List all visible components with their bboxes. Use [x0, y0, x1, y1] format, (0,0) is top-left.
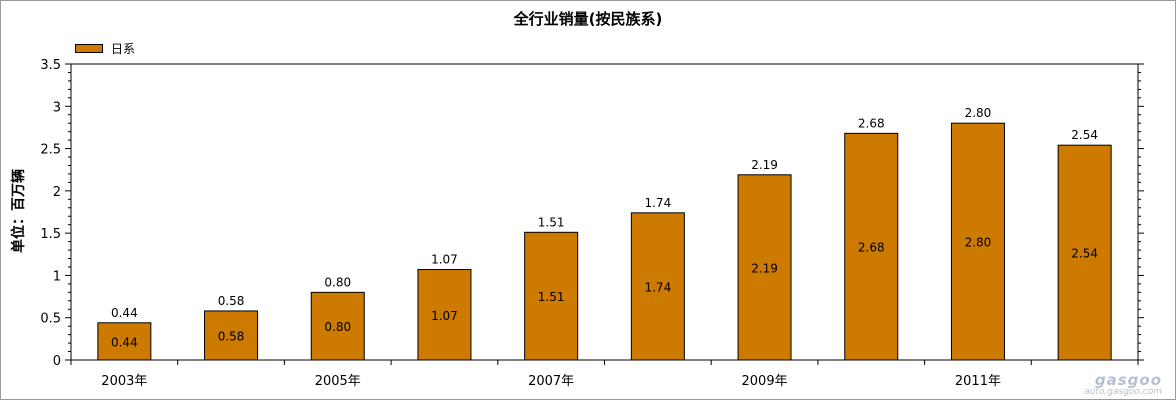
- legend-label: 日系: [111, 42, 136, 56]
- bar: [204, 310, 259, 361]
- y-tick-label: 0.5: [40, 312, 61, 327]
- bar-top-label: 1.07: [431, 253, 458, 267]
- x-tick-label: 2003年: [101, 374, 147, 389]
- y-tick-label: 1: [53, 269, 61, 284]
- watermark-url: auto.gasgoo.com: [1084, 387, 1162, 397]
- x-tick-label: 2007年: [528, 374, 574, 389]
- y-tick-label: 0: [53, 354, 61, 369]
- bar: [97, 322, 152, 361]
- y-tick-label: 2: [53, 185, 61, 200]
- y-tick-label: 2.5: [40, 143, 61, 158]
- bar-top-label: 0.80: [324, 275, 351, 289]
- bar-top-label: 0.58: [218, 294, 245, 308]
- bar-top-label: 1.51: [538, 215, 565, 229]
- bar-center-label: 0.58: [218, 329, 245, 343]
- y-tick-label: 3: [53, 100, 61, 115]
- chart-title: 全行业销量(按民族系): [513, 10, 663, 28]
- bar-center-label: 2.68: [858, 241, 885, 255]
- bar-top-label: 1.74: [644, 196, 671, 210]
- watermark-brand: gasgoo: [1094, 371, 1162, 389]
- bar: [524, 231, 579, 361]
- x-tick-label: 2011年: [955, 374, 1001, 389]
- bar: [1057, 144, 1112, 361]
- bar: [737, 174, 792, 361]
- bar-center-label: 1.74: [644, 280, 671, 294]
- bar-top-label: 2.19: [751, 158, 778, 172]
- bar-top-label: 2.54: [1071, 128, 1098, 142]
- legend: 日系: [75, 40, 135, 57]
- bar: [950, 122, 1005, 361]
- bar-top-label: 2.80: [965, 106, 992, 120]
- x-tick-label: 2009年: [742, 374, 788, 389]
- bar-top-label: 2.68: [858, 116, 885, 130]
- bar-center-label: 0.44: [111, 335, 138, 349]
- y-tick-label: 3.5: [40, 58, 61, 73]
- bar-center-label: 1.07: [431, 309, 458, 323]
- bar-top-label: 0.44: [111, 306, 138, 320]
- bar: [844, 132, 899, 361]
- x-tick-label: 2005年: [315, 374, 361, 389]
- bar-center-label: 2.54: [1071, 247, 1098, 261]
- bar-center-label: 0.80: [324, 320, 351, 334]
- bar: [630, 212, 685, 361]
- bar-center-label: 2.19: [751, 261, 778, 275]
- bar-center-label: 2.80: [965, 236, 992, 250]
- bar: [417, 269, 472, 361]
- watermark: gasgoo auto.gasgoo.com: [1084, 373, 1162, 397]
- legend-swatch: [75, 44, 103, 53]
- bar-center-label: 1.51: [538, 290, 565, 304]
- y-tick-label: 1.5: [40, 227, 61, 242]
- bar: [310, 291, 365, 361]
